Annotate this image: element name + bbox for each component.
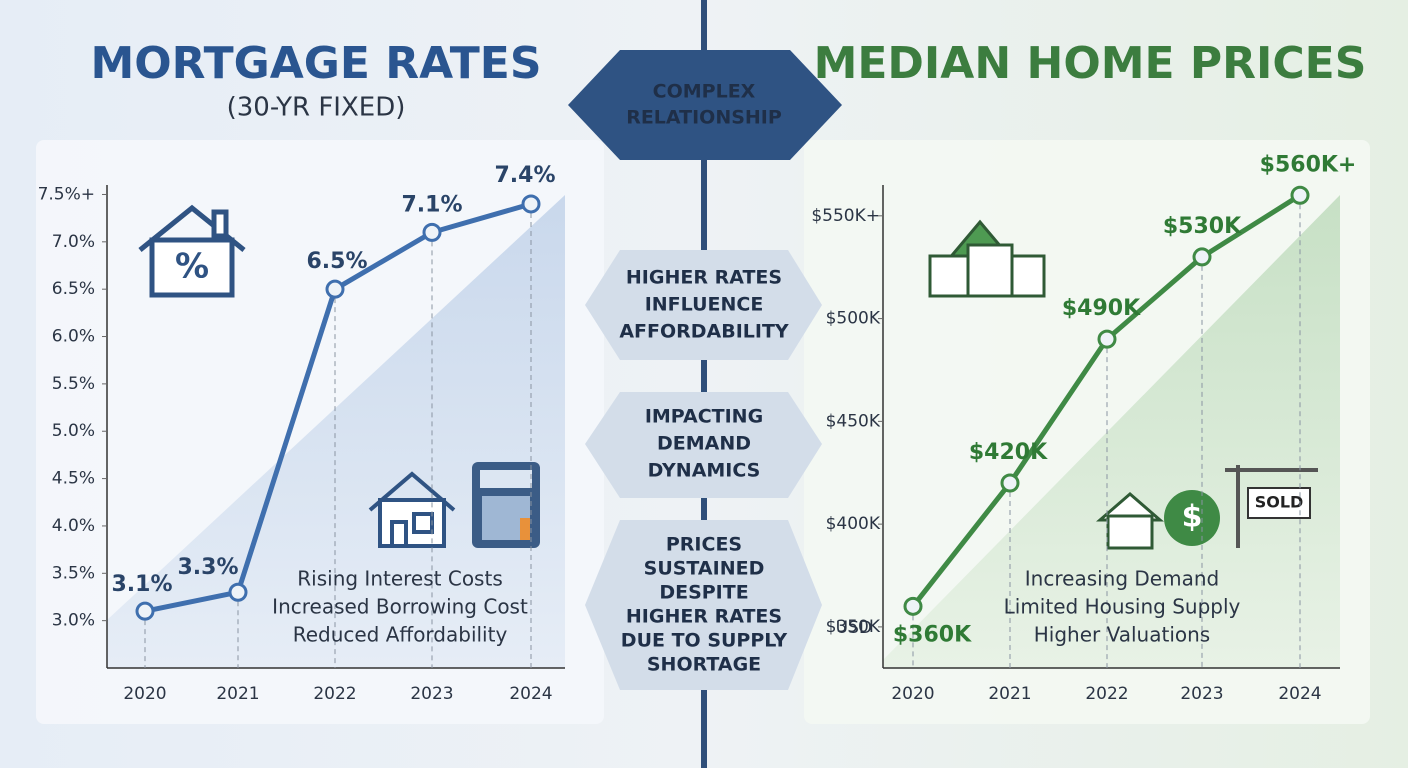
step-text: DEMAND <box>657 433 751 455</box>
header-text: COMPLEX <box>653 81 756 103</box>
sold-sign: SOLD <box>1255 493 1304 512</box>
y-tick-label: $500K <box>826 309 881 329</box>
annotation: Higher Valuations <box>1034 623 1210 647</box>
annotation: Increased Borrowing Cost <box>272 595 528 619</box>
left-title: MORTGAGE RATES <box>90 38 541 89</box>
house-percent-icon <box>138 204 246 298</box>
data-point <box>1290 185 1310 205</box>
step-text: SUSTAINED <box>644 558 765 580</box>
left-area-bg <box>107 195 565 668</box>
y-tick-label: 3.5% <box>52 563 95 583</box>
x-tick-label: 2023 <box>1180 684 1223 704</box>
data-point <box>325 279 345 299</box>
data-label: $490K <box>1062 296 1141 321</box>
y-tick-label: 4.0% <box>52 516 95 536</box>
step-text: SHORTAGE <box>647 654 761 676</box>
data-point <box>521 194 541 214</box>
annotation: Reduced Affordability <box>293 623 508 647</box>
x-tick-label: 2020 <box>123 684 166 704</box>
data-label: $420K <box>969 440 1048 465</box>
data-point <box>1192 247 1212 267</box>
left-subtitle: (30-YR FIXED) <box>227 93 406 123</box>
x-tick-label: 2021 <box>216 684 259 704</box>
data-label: 6.5% <box>306 249 367 274</box>
step-text: INFLUENCE <box>645 294 764 316</box>
step-text: HIGHER RATES <box>626 267 782 289</box>
step-text: HIGHER RATES <box>626 606 782 628</box>
x-tick-label: 2020 <box>891 684 934 704</box>
annotation: Increasing Demand <box>1025 567 1219 591</box>
annotation: Limited Housing Supply <box>1004 595 1241 619</box>
step-text: DYNAMICS <box>648 460 761 482</box>
dollar-icon: $ <box>1182 500 1203 535</box>
step-text: IMPACTING <box>645 406 763 428</box>
y-tick-label: 4.5% <box>52 469 95 489</box>
y-tick-label: 3.0% <box>52 611 95 631</box>
x-tick-label: 2021 <box>988 684 1031 704</box>
step-text: DUE TO SUPPLY <box>621 630 788 652</box>
data-label: 3.1% <box>111 572 172 597</box>
step-hex <box>585 250 822 360</box>
data-point <box>1097 329 1117 349</box>
step-hex <box>585 392 822 498</box>
x-tick-label: 2022 <box>313 684 356 704</box>
y-tick-label: 7.5%+ <box>38 184 95 204</box>
right-area-bg <box>883 195 1340 668</box>
step-text: AFFORDABILITY <box>619 321 789 343</box>
data-label: 7.4% <box>494 163 555 188</box>
x-tick-label: 2024 <box>1278 684 1321 704</box>
y-tick-label: 5.0% <box>52 421 95 441</box>
y-tick-label: $400K <box>826 514 881 534</box>
right-title: MEDIAN HOME PRICES <box>814 38 1367 89</box>
annotation: Rising Interest Costs <box>297 567 502 591</box>
calculator-icon <box>472 462 540 548</box>
y-tick-label: 5.5% <box>52 374 95 394</box>
data-label: $530K <box>1163 214 1242 239</box>
data-label: 7.1% <box>401 192 462 217</box>
data-point <box>903 596 923 616</box>
x-tick-label: 2023 <box>410 684 453 704</box>
y-tick-label: $450K <box>826 411 881 431</box>
y-tick-label: $550K+ <box>811 206 880 226</box>
y-tick-label: 6.0% <box>52 327 95 347</box>
data-point <box>135 601 155 621</box>
data-label: $360K <box>893 622 972 647</box>
step-hex <box>585 520 822 690</box>
data-label: $560K+ <box>1260 152 1357 177</box>
step-text: PRICES <box>666 534 742 556</box>
step-text: DESPITE <box>659 582 748 604</box>
y-axis-label: USD <box>836 618 872 638</box>
data-point <box>228 582 248 602</box>
house-icon <box>368 471 456 548</box>
header-text: RELATIONSHIP <box>626 107 782 129</box>
data-point <box>1000 473 1020 493</box>
x-tick-label: 2022 <box>1085 684 1128 704</box>
data-label: 3.3% <box>177 555 238 580</box>
header-arrow <box>568 50 842 160</box>
y-tick-label: $350K <box>826 617 881 637</box>
data-point <box>422 222 442 242</box>
houses-icon <box>928 219 1046 298</box>
y-tick-label: 6.5% <box>52 279 95 299</box>
percent-icon: % <box>175 247 209 287</box>
x-tick-label: 2024 <box>509 684 552 704</box>
y-tick-label: 7.0% <box>52 232 95 252</box>
